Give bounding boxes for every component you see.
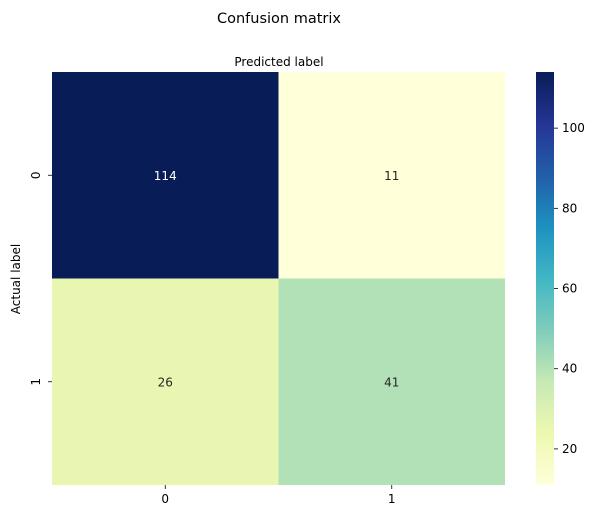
chart-title: Confusion matrix: [217, 11, 341, 27]
cell-value-label: 114: [154, 169, 177, 183]
heatmap-cell: [278, 278, 505, 485]
y-tick-label: 0: [29, 171, 43, 179]
colorbar-tick-label: 60: [562, 282, 577, 296]
cell-value-label: 11: [384, 169, 399, 183]
cell-value-label: 26: [158, 375, 173, 389]
colorbar-tick-label: 40: [562, 362, 577, 376]
colorbar-tick-label: 80: [562, 201, 577, 215]
heatmap-cell: [278, 72, 505, 279]
cell-value-label: 41: [384, 375, 399, 389]
x-tick-label: 0: [161, 492, 169, 506]
heatmap-cell: [52, 278, 279, 485]
colorbar: [536, 72, 554, 485]
y-tick-label: 1: [29, 378, 43, 386]
colorbar-tick-label: 100: [562, 121, 585, 135]
heatmap-cell: [52, 72, 279, 279]
x-tick-label: 1: [388, 492, 396, 506]
y-axis-label: Actual label: [9, 244, 23, 314]
x-axis-label: Predicted label: [234, 55, 323, 69]
colorbar-tick-label: 20: [562, 442, 577, 456]
